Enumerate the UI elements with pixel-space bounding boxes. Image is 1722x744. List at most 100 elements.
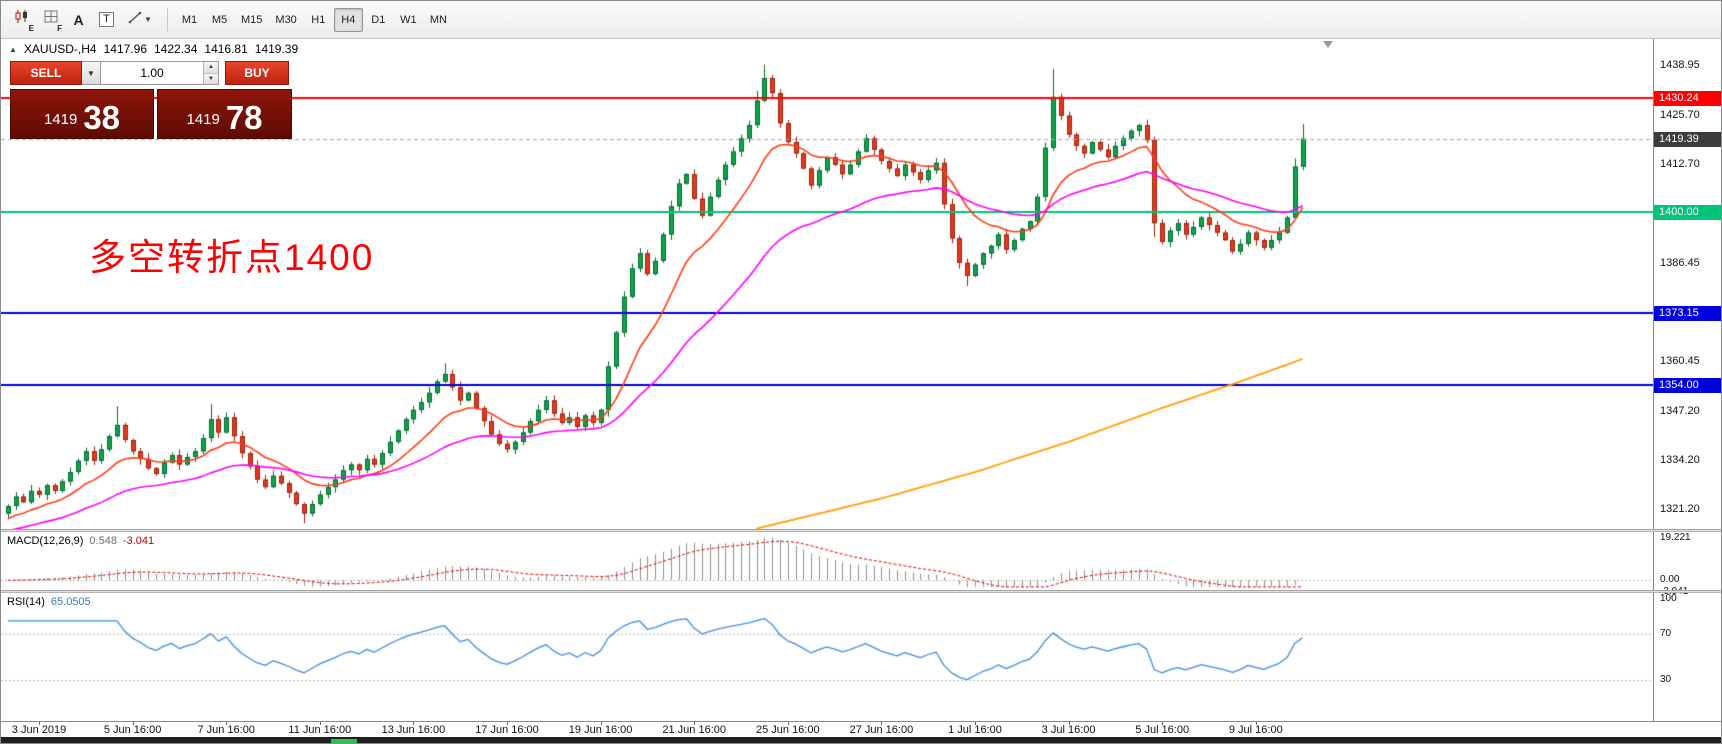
time-axis-tick — [320, 722, 321, 725]
price-line-tag: 1354.00 — [1654, 378, 1721, 394]
price-axis[interactable]: 1438.95 1425.70 1412.70 1386.45 1360.45 1347.… — [1653, 39, 1721, 721]
macd-indicator-label: MACD(12,26,9) 0.548 -3.041 — [7, 535, 154, 547]
price-axis-label: 1321.20 — [1660, 502, 1700, 515]
collapse-triangle-icon[interactable]: ▲ — [9, 44, 17, 54]
ask-pip-digits: 78 — [225, 99, 263, 137]
tool-subscript: F — [57, 23, 62, 33]
timeframe-group: M1 M5 M15 M30 H1 H4 D1 W1 MN — [175, 7, 454, 32]
timeframe-button-m30[interactable]: M30 — [275, 13, 297, 26]
one-click-trade-row: SELL ▼ ▲ ▼ BUY — [10, 61, 289, 85]
line-tools-button[interactable]: ▼ — [121, 7, 159, 33]
grid-icon — [43, 9, 59, 30]
text-t-icon: T — [99, 12, 114, 27]
tool-subscript: E — [28, 23, 34, 33]
price-axis-label: 1438.95 — [1660, 59, 1700, 71]
candlestick-chart-icon — [14, 9, 31, 30]
time-axis-label: 5 Jul 16:00 — [1135, 724, 1190, 736]
bid-main-digits: 1419 — [43, 111, 78, 128]
time-axis-tick — [1069, 722, 1070, 725]
volume-input[interactable] — [101, 62, 203, 84]
time-axis-tick — [133, 722, 134, 725]
timeframe-button-m5[interactable]: M5 — [211, 13, 228, 26]
low-value: 1416.81 — [204, 42, 248, 56]
toolbar: E F A T — [1, 1, 1721, 39]
time-axis-label: 21 Jun 16:00 — [662, 724, 726, 736]
time-axis-tick — [39, 722, 40, 725]
volume-stepper: ▲ ▼ — [203, 62, 218, 84]
chart-window: ▲ XAUUSD-,H4 1417.96 1422.34 1416.81 141… — [1, 39, 1721, 737]
bottom-strip-highlight — [331, 739, 357, 743]
time-axis-tick — [975, 722, 976, 725]
bid-ask-row: 1419 38 1419 78 — [10, 89, 292, 139]
grid-tool-button[interactable]: F — [37, 7, 64, 33]
price-axis-label: 1386.45 — [1660, 256, 1700, 269]
label-tool-button[interactable]: A — [65, 7, 92, 33]
time-axis-label: 7 Jun 16:00 — [197, 724, 255, 736]
high-value: 1422.34 — [154, 42, 198, 56]
rsi-axis-label: 30 — [1660, 674, 1672, 686]
macd-axis-label: 19.221 — [1660, 532, 1691, 543]
chart-text-annotation[interactable]: 多空转折点1400 — [89, 237, 375, 278]
timeframe-button-mn[interactable]: MN — [429, 13, 447, 26]
macd-name: MACD(12,26,9) — [7, 535, 84, 547]
time-axis-label: 11 Jun 16:00 — [288, 724, 352, 736]
volume-field-wrap: ▲ ▼ — [101, 61, 219, 85]
time-axis-tick — [788, 722, 789, 725]
rsi-panel-canvas[interactable] — [1, 593, 1653, 721]
time-axis-tick — [413, 722, 414, 725]
bid-pip-digits: 38 — [83, 99, 121, 137]
chart-shift-marker-icon[interactable] — [1323, 41, 1333, 48]
time-axis-tick — [507, 722, 508, 725]
time-axis-tick — [226, 722, 227, 725]
macd-main-value: 0.548 — [89, 535, 117, 547]
timeframe-button-m1[interactable]: M1 — [181, 13, 198, 26]
timeframe-button-w1[interactable]: W1 — [400, 13, 417, 26]
rsi-indicator-label: RSI(14) 65.0505 — [7, 596, 91, 608]
time-axis-tick — [1256, 722, 1257, 725]
price-axis-label: 1412.70 — [1660, 157, 1700, 170]
text-tool-button[interactable]: T — [93, 7, 120, 33]
timeframe-button-h1[interactable]: H1 — [311, 13, 326, 26]
bid-price-box[interactable]: 1419 38 — [10, 89, 154, 139]
price-axis-label: 1425.70 — [1660, 108, 1700, 121]
time-axis-label: 3 Jul 16:00 — [1041, 724, 1096, 736]
time-axis-label: 3 Jun 2019 — [11, 724, 67, 736]
price-axis-label: 1360.45 — [1660, 354, 1700, 367]
price-line-tag: 1400.00 — [1654, 204, 1721, 220]
buy-button[interactable]: BUY — [225, 61, 289, 85]
rsi-axis-label: 70 — [1660, 627, 1672, 639]
timeframe-button-m15[interactable]: M15 — [241, 13, 263, 26]
time-axis[interactable]: 3 Jun 2019 5 Jun 16:00 7 Jun 16:00 11 Jun 1… — [1, 721, 1721, 737]
price-axis-label: 1334.20 — [1660, 453, 1700, 466]
time-axis-label: 17 Jun 16:00 — [475, 724, 539, 736]
close-value: 1419.39 — [254, 42, 299, 56]
timeframe-button-h4[interactable]: H4 — [333, 7, 363, 32]
label-a-icon: A — [73, 11, 84, 28]
time-axis-tick — [881, 722, 882, 725]
time-axis-label: 9 Jul 16:00 — [1228, 724, 1283, 736]
volume-decrement-button[interactable]: ▼ — [204, 73, 218, 84]
volume-dropdown-button[interactable]: ▼ — [82, 61, 101, 85]
price-line-tag: 1430.24 — [1654, 90, 1721, 106]
panel-splitter[interactable] — [1, 590, 1721, 593]
symbol-timeframe-label: XAUUSD-,H4 — [23, 42, 97, 56]
ask-price-box[interactable]: 1419 78 — [157, 89, 292, 139]
price-line-tag: 1373.15 — [1654, 306, 1721, 322]
candlestick-chart-tool-button[interactable]: E — [9, 7, 36, 33]
macd-panel-canvas[interactable] — [1, 532, 1653, 590]
trendline-icon — [128, 10, 143, 30]
panel-splitter[interactable] — [1, 529, 1721, 532]
price-axis-label: 1347.20 — [1660, 404, 1700, 417]
timeframe-button-d1[interactable]: D1 — [371, 13, 386, 26]
open-value: 1417.96 — [103, 42, 147, 56]
sell-button[interactable]: SELL — [10, 61, 82, 85]
macd-signal-value: -3.041 — [122, 535, 155, 547]
time-axis-label: 19 Jun 16:00 — [568, 724, 633, 736]
rsi-value: 65.0505 — [50, 596, 91, 608]
chart-ohlc-header: ▲ XAUUSD-,H4 1417.96 1422.34 1416.81 141… — [9, 42, 298, 56]
time-axis-tick — [694, 722, 695, 725]
volume-increment-button[interactable]: ▲ — [204, 62, 218, 74]
ask-main-digits: 1419 — [186, 111, 220, 128]
time-axis-label: 13 Jun 16:00 — [381, 724, 446, 736]
